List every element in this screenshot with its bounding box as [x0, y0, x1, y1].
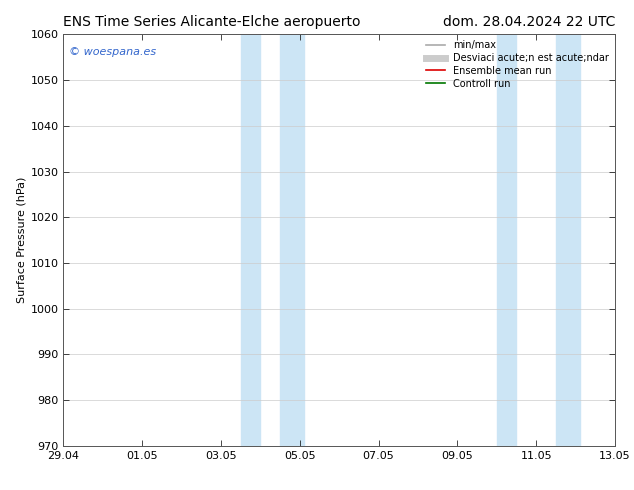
Bar [241, 34, 261, 446]
Bar [556, 34, 579, 446]
Text: ENS Time Series Alicante-Elche aeropuerto: ENS Time Series Alicante-Elche aeropuert… [63, 15, 361, 29]
Legend: min/max, Desviaci acute;n est acute;ndar, Ensemble mean run, Controll run: min/max, Desviaci acute;n est acute;ndar… [422, 36, 613, 93]
Bar [497, 34, 517, 446]
Text: dom. 28.04.2024 22 UTC: dom. 28.04.2024 22 UTC [443, 15, 615, 29]
Bar [280, 34, 304, 446]
Y-axis label: Surface Pressure (hPa): Surface Pressure (hPa) [16, 177, 26, 303]
Text: © woespana.es: © woespana.es [69, 47, 156, 57]
